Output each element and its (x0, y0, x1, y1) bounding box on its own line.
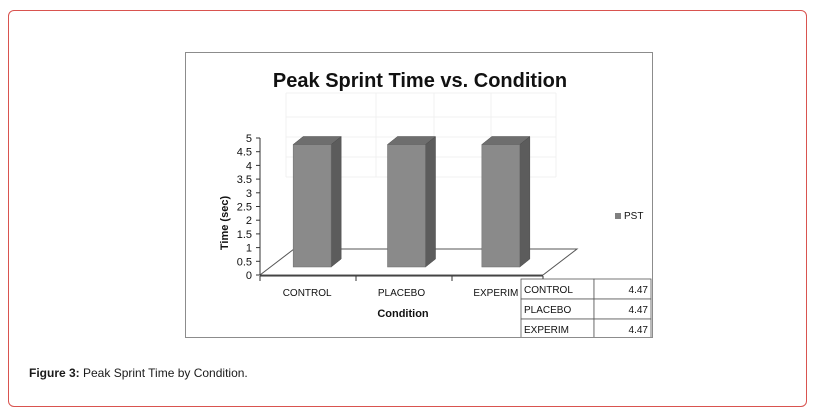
y-tick-label: 2.5 (237, 202, 252, 214)
y-axis-label: Time (sec) (219, 196, 231, 251)
bar (387, 144, 426, 268)
x-tick-label: EXPERIM (473, 288, 518, 299)
y-tick-label: 4 (246, 160, 252, 172)
table-row-label: PLACEBO (524, 305, 571, 316)
figure-card: Peak Sprint Time vs. Condition 0 0.5 1 1.5 2… (8, 10, 807, 407)
x-tick-label: PLACEBO (378, 288, 425, 299)
y-tick-label: 1.5 (237, 229, 252, 241)
chart-title: Peak Sprint Time vs. Condition (273, 70, 567, 92)
bar (292, 144, 332, 268)
x-tick-label: CONTROL (283, 288, 332, 299)
x-axis: CONTROL PLACEBO EXPERIM (259, 275, 544, 299)
y-tick-label: 1 (246, 243, 252, 255)
table-row-value: 4.47 (629, 305, 649, 316)
table-cell (593, 318, 652, 337)
figure-caption: Figure 3: Peak Sprint Time by Condition. (29, 366, 248, 380)
bar-side (330, 136, 342, 268)
legend-label: PST (624, 211, 643, 222)
bars (292, 136, 531, 268)
table-row-value: 4.47 (629, 285, 649, 296)
y-tick-label: 3.5 (237, 174, 252, 186)
legend-swatch (615, 213, 621, 219)
floor-outline (258, 248, 579, 276)
chart: Peak Sprint Time vs. Condition 0 0.51 1.5 2… (219, 70, 652, 337)
y-tick-label: 0.5 (237, 256, 252, 268)
y-tick-label: 2 (246, 215, 252, 227)
table-row-label: EXPERIM (524, 325, 569, 336)
y-tick-label: 0 (246, 270, 252, 282)
y-tick-label: 4.5 (237, 147, 252, 159)
y-tick-label: 3 (246, 188, 252, 200)
bar-side (425, 136, 436, 268)
table-row-value: 4.47 (629, 325, 649, 336)
y-tick-label: 5 (246, 133, 252, 145)
x-axis-label: Condition (377, 308, 429, 320)
bar (481, 144, 521, 268)
legend: PST (615, 211, 643, 222)
caption-label: Figure 3: (29, 366, 80, 380)
y-axis: 0 0.51 1.5 22.5 3 3.5 44.5 5 (237, 133, 261, 282)
chart-frame: Peak Sprint Time vs. Condition 0 0.5 1 1.5 2… (185, 52, 653, 338)
bar-side (519, 136, 531, 268)
table-row-label: CONTROL (524, 285, 573, 296)
chart-floor (258, 248, 579, 276)
caption-text: Peak Sprint Time by Condition. (79, 366, 248, 380)
data-table: CONTROL 4.47 PLACEBO 4.47 EXPERIM 4.47 (520, 278, 652, 337)
